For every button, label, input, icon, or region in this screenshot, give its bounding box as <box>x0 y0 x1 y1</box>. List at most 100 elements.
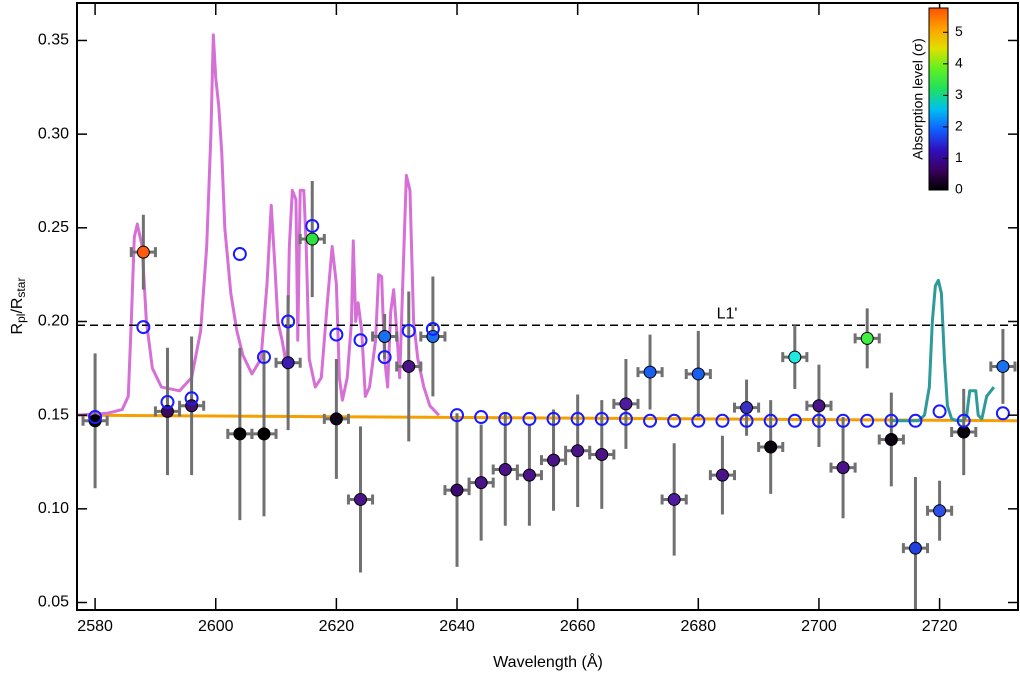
y-tick-label: 0.20 <box>38 313 69 330</box>
y-tick-label: 0.30 <box>38 125 69 142</box>
observed-point <box>378 329 392 343</box>
colorbar-tick-label: 5 <box>955 23 963 39</box>
model-point <box>836 413 851 428</box>
observed-point <box>88 414 102 428</box>
observed-point <box>160 404 174 418</box>
x-tick-label: 2660 <box>560 618 596 635</box>
y-tick-label: 0.05 <box>38 594 69 611</box>
observed-point <box>788 350 802 364</box>
observed-point <box>691 367 705 381</box>
observed-point <box>329 412 343 426</box>
y-label-sub: pl <box>14 314 28 323</box>
model-point <box>667 413 682 428</box>
colorbar-tick-label: 0 <box>955 181 963 197</box>
x-tick-label: 2720 <box>922 618 958 635</box>
model-point <box>908 413 923 428</box>
model-point <box>474 410 489 425</box>
model-point <box>715 413 730 428</box>
model-point <box>618 411 633 426</box>
colorbar-tick-label: 4 <box>955 55 963 71</box>
model-line <box>77 33 440 417</box>
colorbar <box>928 7 949 191</box>
observed-point <box>764 440 778 454</box>
model-point <box>739 413 754 428</box>
model-point <box>353 333 368 348</box>
observed-point <box>740 401 754 415</box>
model-point <box>643 413 658 428</box>
y-tick-label: 0.35 <box>38 32 69 49</box>
observed-point <box>354 492 368 506</box>
observed-point <box>498 462 512 476</box>
x-axis-label: Wavelength (Å) <box>493 652 603 671</box>
model-point <box>377 350 392 365</box>
observed-point <box>595 448 609 462</box>
colorbar-title: Absorption level (σ) <box>910 38 926 159</box>
observed-point <box>450 483 464 497</box>
model-point <box>450 408 465 423</box>
model-point <box>594 411 609 426</box>
model-point <box>860 413 875 428</box>
model-point <box>329 327 344 342</box>
model-point <box>763 413 778 428</box>
observed-point <box>812 399 826 413</box>
observed-point <box>996 359 1010 373</box>
model-point <box>570 411 585 426</box>
observed-point <box>305 232 319 246</box>
model-line <box>891 278 996 423</box>
observed-point <box>522 468 536 482</box>
model-point <box>522 411 537 426</box>
observed-point <box>957 425 971 439</box>
observed-point <box>281 356 295 370</box>
x-tick-label: 2620 <box>319 618 355 635</box>
model-point <box>232 247 247 262</box>
model-point <box>136 320 151 335</box>
model-point <box>401 323 416 338</box>
colorbar-tick-label: 2 <box>955 118 963 134</box>
model-point <box>160 395 175 410</box>
observed-point <box>619 397 633 411</box>
model-point <box>281 314 296 329</box>
observed-point <box>933 504 947 518</box>
x-tick-label: 2600 <box>198 618 234 635</box>
x-tick-label: 2680 <box>681 618 717 635</box>
model-point <box>811 413 826 428</box>
reference-label: L1' <box>717 305 738 322</box>
observed-point <box>908 541 922 555</box>
model-point <box>256 350 271 365</box>
x-tick-label: 2700 <box>801 618 837 635</box>
observed-point <box>547 453 561 467</box>
y-axis-label: Rpl/Rstar <box>9 278 28 335</box>
observed-point <box>474 476 488 490</box>
observed-point <box>860 331 874 345</box>
model-point <box>88 410 103 425</box>
model-point <box>184 391 199 406</box>
observed-point <box>836 461 850 475</box>
observed-point <box>715 468 729 482</box>
y-tick-label: 0.25 <box>38 219 69 236</box>
y-tick-label: 0.15 <box>38 406 69 423</box>
observed-point <box>233 427 247 441</box>
observed-point <box>884 433 898 447</box>
colorbar-tick-label: 1 <box>955 149 963 165</box>
x-tick-label: 2580 <box>77 618 113 635</box>
observed-point <box>402 359 416 373</box>
plot-area <box>77 33 1018 610</box>
model-point <box>932 404 947 419</box>
model-point <box>995 406 1010 421</box>
y-label-part: /R <box>9 298 26 314</box>
y-tick-label: 0.10 <box>38 500 69 517</box>
model-point <box>546 411 561 426</box>
y-label-sub: star <box>14 278 28 298</box>
x-tick-label: 2640 <box>439 618 475 635</box>
observed-point <box>643 365 657 379</box>
model-point <box>956 413 971 428</box>
observed-point <box>571 444 585 458</box>
model-point <box>884 413 899 428</box>
model-point <box>787 413 802 428</box>
model-point <box>691 413 706 428</box>
colorbar-tick-label: 3 <box>955 86 963 102</box>
plot-frame <box>76 2 1019 611</box>
model-point <box>498 411 513 426</box>
